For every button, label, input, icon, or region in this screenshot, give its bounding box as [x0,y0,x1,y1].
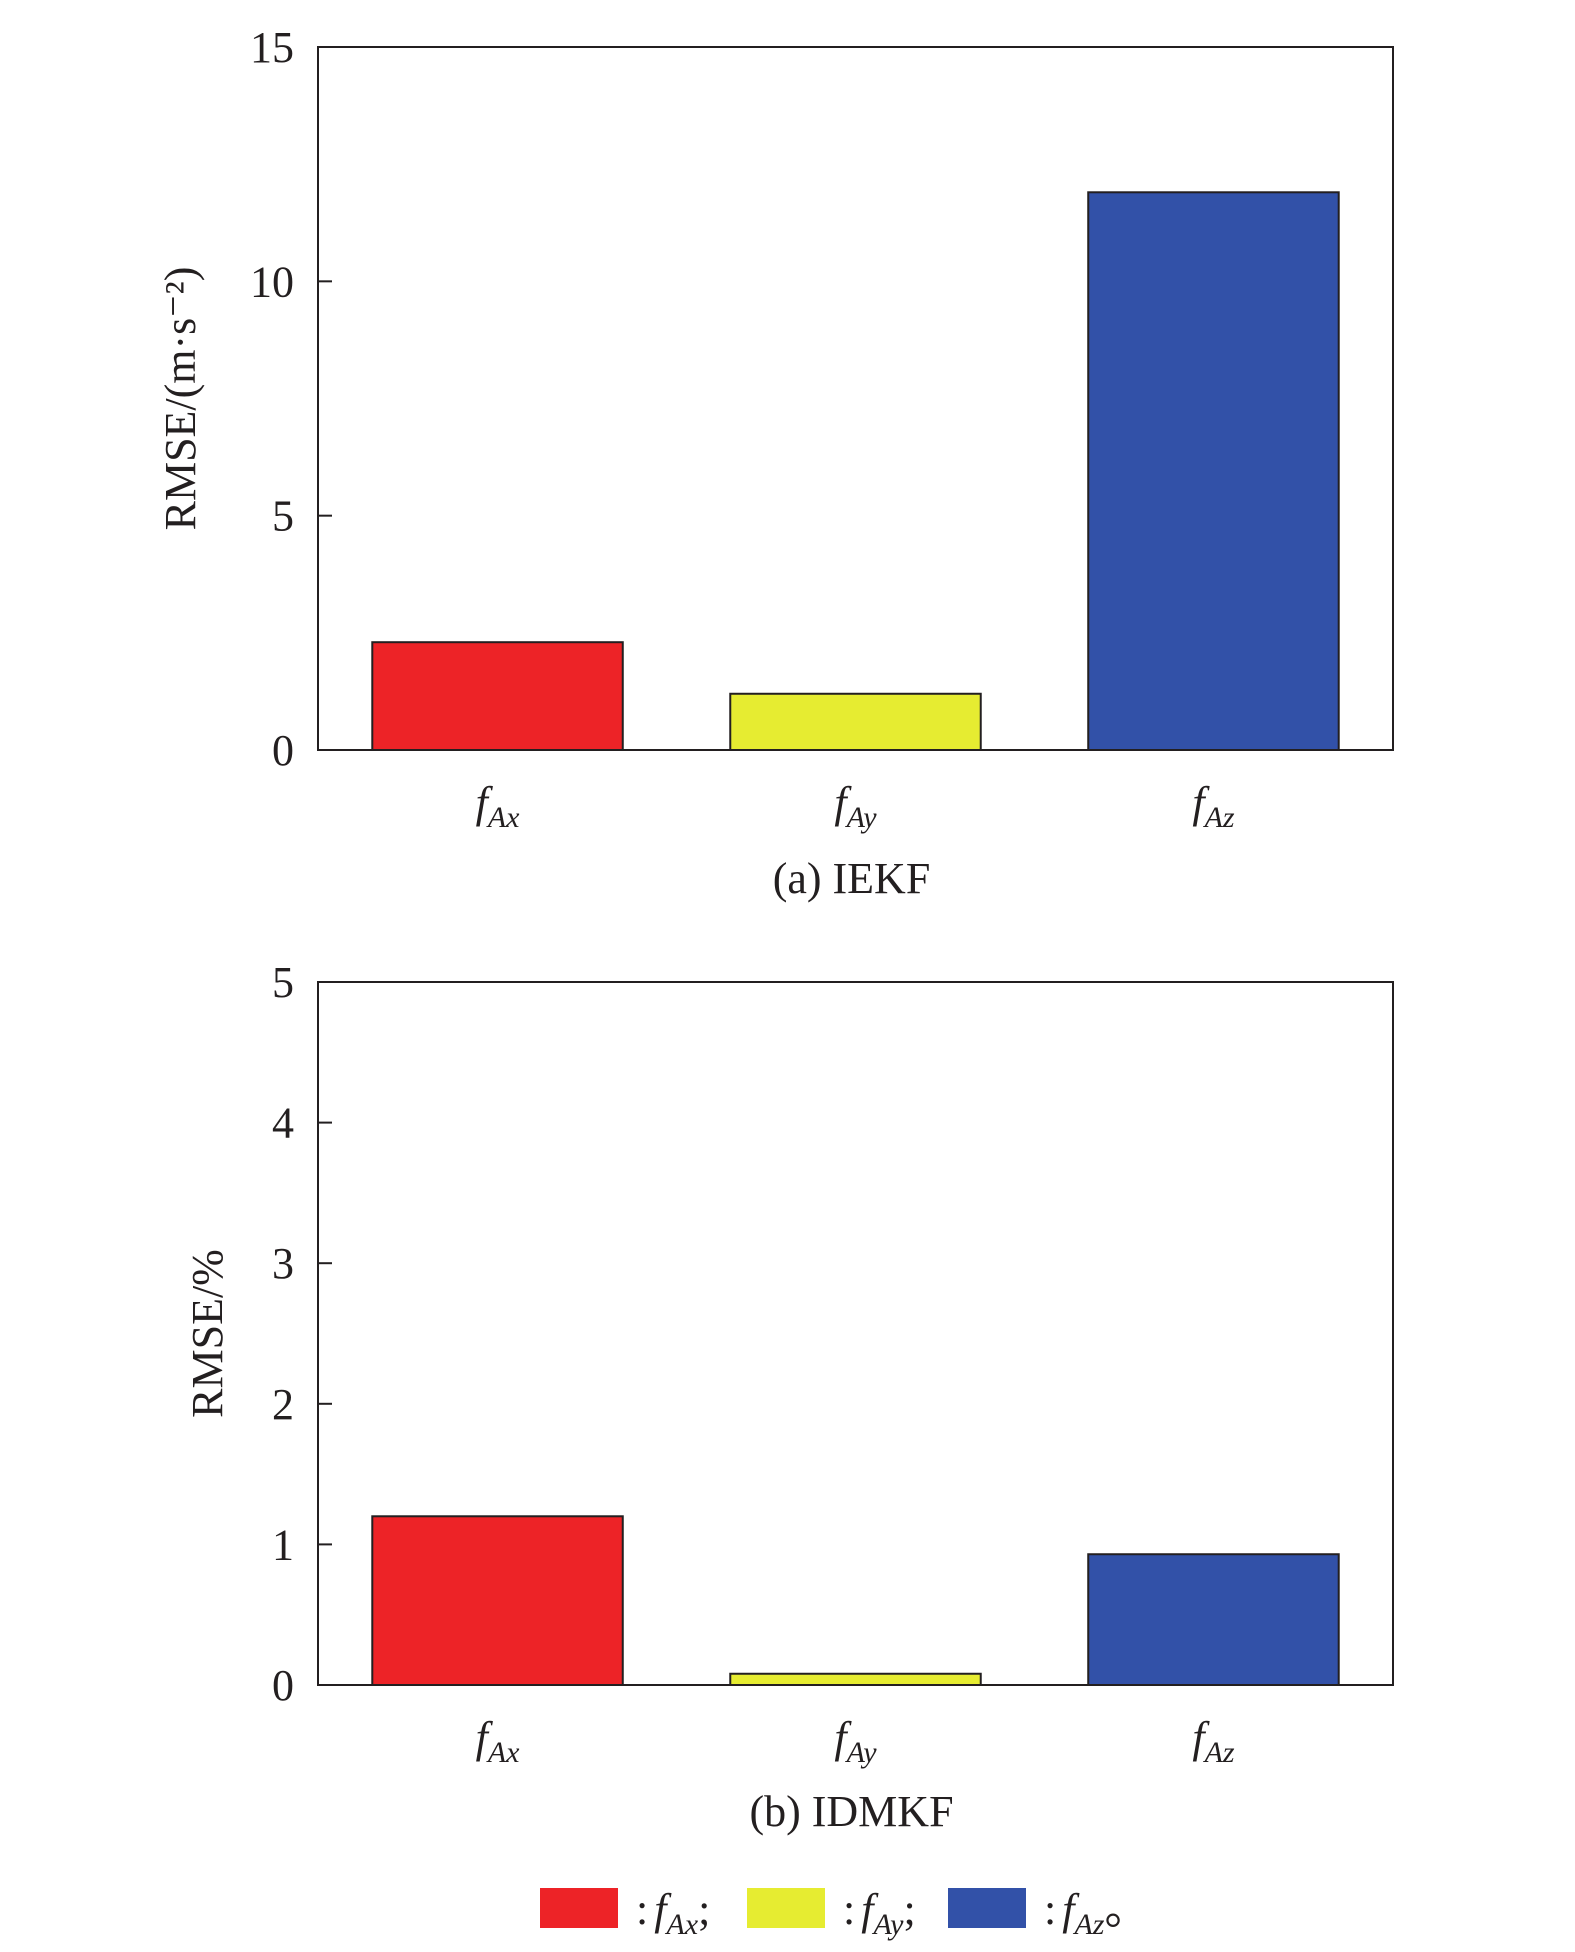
bar-fAx [371,641,624,751]
legend-label-Az: : fAz。 [1044,1885,1148,1941]
legend: : fAx; : fAy; : fAz。 [540,1885,1148,1941]
x-tick-label-fAy: fAy [834,1713,877,1769]
bar-fAx [371,1515,624,1687]
y-tick-label: 5 [272,492,294,541]
y-tick-label: 5 [272,958,294,1007]
x-tick-label-fAx: fAx [476,778,521,834]
y-tick-label: 1 [272,1520,294,1569]
x-tick-label-fAx: fAx [476,1713,521,1769]
y-tick-label: 15 [250,23,294,72]
y-tick-label: 0 [272,726,294,775]
y-tick-label: 3 [272,1239,294,1288]
x-tick-label-fAz: fAz [1192,778,1235,834]
legend-swatch-Ax [540,1888,618,1928]
bar-fAy [729,692,982,752]
legend-swatch-Ay [747,1888,825,1928]
x-tick-label-fAy: fAy [834,778,877,834]
chart-caption: (b) IDMKF [749,1787,953,1836]
y-axis-label: RMSE/(m·s⁻²) [156,267,205,531]
chart-panel-2: 0 1 2 3 4 5 RMSE/% fAx fAy fAz (b) IDMKF [183,958,1394,1836]
bar-fAz [1087,191,1340,751]
y-tick-label: 10 [250,257,294,306]
plot-frame [317,981,1394,1686]
legend-swatch-Az [948,1888,1026,1928]
x-tick-label-fAz: fAz [1192,1713,1235,1769]
legend-label-Ay: : fAy; [843,1885,916,1941]
chart-caption: (a) IEKF [773,854,931,903]
bar-fAy [729,1672,982,1686]
y-tick-label: 0 [272,1661,294,1710]
plot-frame [317,46,1394,751]
y-tick-label: 4 [272,1099,294,1148]
bar-fAz [1087,1553,1340,1686]
y-axis-label: RMSE/% [183,1249,232,1418]
legend-label-Ax: : fAx; [636,1885,710,1941]
y-tick-label: 2 [272,1380,294,1429]
chart-panel-1: 0 5 10 15 RMSE/(m·s⁻²) fAx fAy fAz (a) IEKF [156,23,1394,903]
